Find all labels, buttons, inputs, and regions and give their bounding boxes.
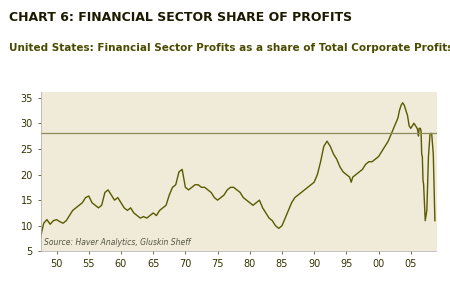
Text: CHART 6: FINANCIAL SECTOR SHARE OF PROFITS: CHART 6: FINANCIAL SECTOR SHARE OF PROFI…	[9, 11, 352, 24]
Text: United States: Financial Sector Profits as a share of Total Corporate Profits: United States: Financial Sector Profits …	[9, 43, 450, 53]
Text: Source: Haver Analytics, Gluskin Sheff: Source: Haver Analytics, Gluskin Sheff	[45, 238, 191, 247]
